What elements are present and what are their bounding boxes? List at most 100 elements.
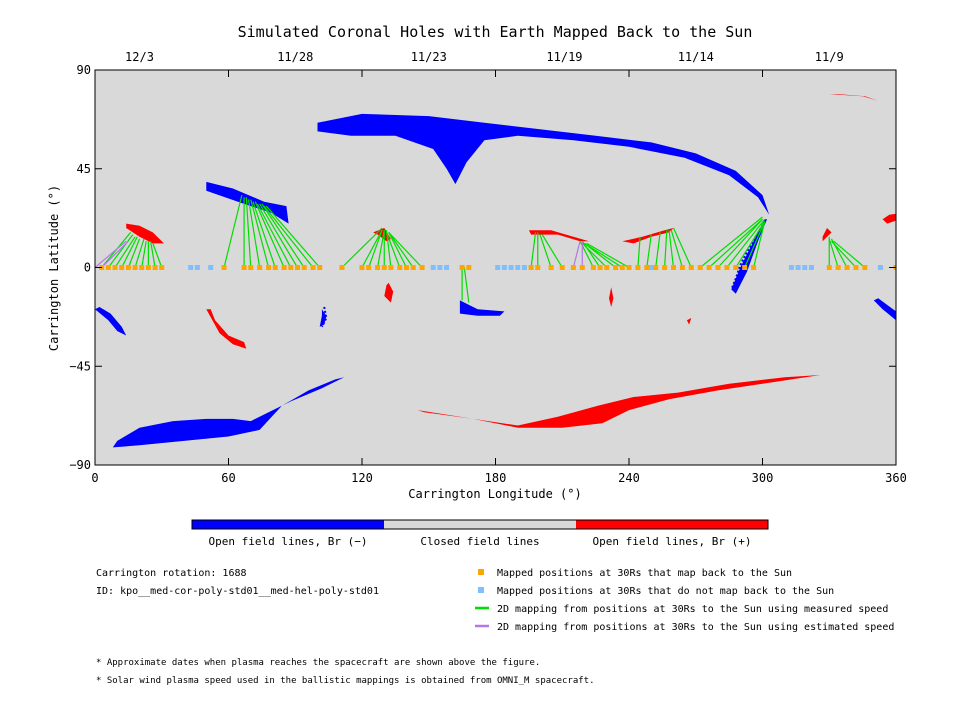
measured-mapping-line-55 — [735, 221, 766, 268]
coronal-hole-positive-12 — [528, 230, 589, 242]
unmapped-point-5 — [444, 265, 450, 270]
mapped-points-layer — [99, 265, 896, 270]
coronal-hole-positive-19 — [686, 318, 692, 325]
date-tick-label-4: 11/14 — [678, 50, 714, 64]
measured-mapping-line-3 — [121, 236, 138, 268]
dotted-tracks-layer — [321, 220, 766, 328]
colorbar-label-negative: Open field lines, Br (−) — [209, 535, 368, 548]
coronal-hole-positive-8 — [417, 375, 821, 428]
mapped-point-11 — [241, 265, 247, 270]
mapped-point-17 — [288, 265, 294, 270]
measured-mapping-line-14 — [250, 199, 270, 268]
legend-label-mapped: Mapped positions at 30Rs that map back t… — [497, 568, 792, 579]
colorbar: Open field lines, Br (−) Closed field li… — [191, 519, 769, 548]
x-tick-label-5: 300 — [752, 471, 774, 485]
mapped-point-5 — [132, 265, 138, 270]
unmapped-point-14 — [802, 265, 808, 270]
measured-mapping-line-57 — [753, 221, 766, 268]
unmapped-point-3 — [430, 265, 436, 270]
mapped-point-57 — [733, 265, 739, 270]
measured-mapping-line-5 — [134, 238, 145, 268]
measured-mapping-line-50 — [672, 227, 692, 268]
mapped-point-23 — [359, 265, 365, 270]
measured-mapping-line-61 — [831, 240, 857, 268]
date-tick-label-5: 11/9 — [815, 50, 844, 64]
x-tick-label-6: 360 — [885, 471, 907, 485]
mapped-point-3 — [119, 265, 125, 270]
mapped-point-26 — [381, 265, 387, 270]
estimated-mapping-line-0 — [95, 240, 127, 268]
measured-mapping-line-54 — [726, 218, 766, 268]
measured-mapping-line-34 — [530, 232, 537, 268]
mapped-point-13 — [257, 265, 263, 270]
coronal-hole-negative-6 — [873, 298, 896, 321]
coronal-holes-layer — [95, 94, 896, 448]
y-axis-label: Carrington Latitude (°) — [47, 185, 61, 351]
unmapped-point-8 — [508, 265, 514, 270]
mapped-point-36 — [548, 265, 554, 270]
legend-label-measured-speed: 2D mapping from positions at 30Rs to the… — [497, 604, 888, 615]
carrington-rotation-text: Carrington rotation: 1688 — [96, 568, 247, 579]
measured-mapping-line-9 — [152, 243, 163, 268]
measured-mapping-line-15 — [252, 201, 276, 268]
measured-mapping-line-44 — [637, 236, 641, 268]
measured-mapping-line-42 — [584, 242, 623, 269]
colorbar-closed-segment — [384, 520, 576, 529]
coronal-hole-positive-15 — [882, 213, 896, 224]
measured-mapping-line-62 — [833, 240, 866, 268]
model-id-text: ID: kpo__med-cor-poly-std01__med-hel-pol… — [96, 586, 379, 597]
x-axis-label: Carrington Longitude (°) — [408, 487, 581, 501]
measured-mapping-line-37 — [541, 234, 563, 268]
colorbar-label-positive: Open field lines, Br (+) — [593, 535, 752, 548]
measured-mapping-line-12 — [245, 197, 252, 268]
measured-mapping-line-16 — [254, 201, 285, 268]
mapped-point-12 — [248, 265, 254, 270]
mapped-point-58 — [742, 265, 748, 270]
mapped-point-18 — [294, 265, 300, 270]
measured-mapping-line-52 — [708, 218, 763, 268]
unmapped-point-13 — [795, 265, 801, 270]
mapped-point-38 — [570, 265, 576, 270]
coronal-hole-negative-4 — [459, 300, 505, 316]
measured-mapping-line-51 — [699, 216, 763, 268]
measured-mapping-line-17 — [256, 203, 292, 268]
measured-mapping-line-20 — [263, 205, 314, 268]
mapped-point-55 — [715, 265, 721, 270]
mapped-point-27 — [388, 265, 394, 270]
mapped-point-31 — [419, 265, 425, 270]
measured-mapping-line-43 — [586, 242, 630, 269]
colorbar-label-closed: Closed field lines — [420, 535, 539, 548]
mapped-point-37 — [559, 265, 565, 270]
mapped-point-28 — [397, 265, 403, 270]
mapped-point-41 — [597, 265, 603, 270]
coronal-hole-positive-18 — [829, 94, 879, 101]
mapped-point-2 — [112, 265, 118, 270]
estimated-mapping-line-1 — [101, 240, 129, 268]
coronal-hole-positive-9 — [206, 309, 247, 349]
coronal-hole-positive-16 — [384, 282, 394, 303]
measured-mapping-line-2 — [114, 236, 136, 268]
measured-mapping-line-4 — [127, 238, 141, 268]
measured-mapping-line-40 — [581, 242, 608, 268]
mapped-point-47 — [644, 265, 650, 270]
measured-mapping-line-31 — [388, 231, 423, 268]
unmapped-point-15 — [808, 265, 814, 270]
unmapped-point-2 — [208, 265, 214, 270]
measured-mapping-line-27 — [385, 230, 392, 268]
mapped-point-7 — [145, 265, 151, 270]
measured-mapping-line-18 — [259, 203, 298, 268]
mapping-lines-layer — [95, 194, 866, 303]
date-tick-label-0: 12/3 — [125, 50, 154, 64]
coronal-hole-negative-1 — [317, 113, 770, 215]
mapped-point-53 — [697, 265, 703, 270]
mapped-point-9 — [159, 265, 165, 270]
legend-label-estimated-speed: 2D mapping from positions at 30Rs to the… — [497, 622, 894, 633]
mapped-point-42 — [604, 265, 610, 270]
mapped-point-61 — [835, 265, 841, 270]
measured-mapping-line-19 — [261, 203, 305, 268]
unmapped-point-4 — [437, 265, 443, 270]
mapped-point-19 — [301, 265, 307, 270]
measured-mapping-line-47 — [664, 230, 668, 268]
date-tick-label-3: 11/19 — [546, 50, 582, 64]
footnote-speed-source: * Solar wind plasma speed used in the ba… — [96, 676, 595, 686]
